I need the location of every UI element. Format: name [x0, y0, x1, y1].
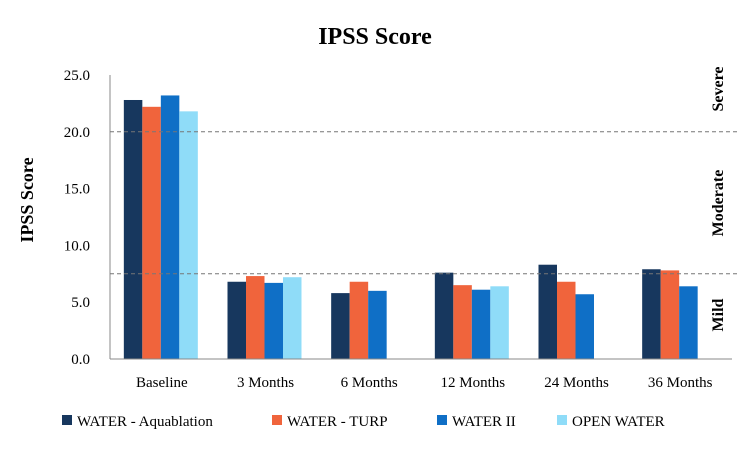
legend-swatch	[62, 415, 72, 425]
y-tick-label: 0.0	[71, 352, 90, 368]
bar-2-1	[349, 281, 369, 359]
category-label: Baseline	[136, 375, 188, 391]
bar-4-1	[557, 281, 576, 359]
bar-1-0	[227, 281, 246, 359]
category-label: 36 Months	[648, 375, 713, 391]
legend-label: WATER II	[452, 414, 516, 430]
legend-label: OPEN WATER	[572, 414, 665, 430]
category-label: 6 Months	[341, 375, 398, 391]
bar-4-0	[538, 264, 557, 359]
bar-1-2	[264, 282, 283, 359]
chart-title: IPSS Score	[318, 24, 432, 50]
bars	[123, 95, 698, 360]
bar-2-2	[368, 290, 387, 359]
bar-3-2	[471, 289, 491, 359]
y-tick-label: 25.0	[64, 68, 90, 84]
y-tick-label: 20.0	[64, 125, 90, 141]
y-tick-labels: 0.0 5.0 10.0 15.0 20.0 25.0	[64, 68, 90, 368]
legend-label: WATER - TURP	[287, 414, 388, 430]
category-label: 3 Months	[237, 375, 294, 391]
bar-4-2	[575, 294, 594, 359]
y-axis-label: IPSS Score	[17, 157, 37, 242]
bar-0-3	[179, 111, 198, 360]
y-tick-label: 5.0	[71, 295, 90, 311]
category-label: 12 Months	[441, 375, 506, 391]
bar-5-0	[642, 269, 661, 359]
bar-0-0	[123, 99, 143, 359]
bar-5-1	[660, 270, 680, 359]
bar-5-2	[679, 286, 698, 359]
band-label-mild: Mild	[710, 298, 727, 331]
bar-2-0	[331, 293, 350, 359]
y-tick-label: 15.0	[64, 182, 90, 198]
bar-3-0	[434, 272, 454, 359]
band-label-severe: Severe	[710, 66, 727, 111]
category-labels: Baseline 3 Months 6 Months 12 Months 24 Mont…	[136, 375, 713, 391]
bar-3-3	[490, 286, 509, 359]
band-label-moderate: Moderate	[710, 170, 727, 237]
bar-3-1	[453, 285, 472, 359]
bar-1-1	[246, 276, 265, 359]
legend-label: WATER - Aquablation	[77, 414, 213, 430]
legend: WATER - Aquablation WATER - TURP WATER II O…	[62, 414, 665, 430]
threshold-lines	[110, 131, 740, 275]
bar-0-1	[142, 106, 161, 359]
category-label: 24 Months	[544, 375, 609, 391]
bar-1-3	[283, 277, 302, 359]
legend-swatch	[557, 415, 567, 425]
legend-swatch	[437, 415, 447, 425]
y-tick-label: 10.0	[64, 238, 90, 254]
legend-swatch	[272, 415, 282, 425]
bar-0-2	[160, 95, 180, 359]
